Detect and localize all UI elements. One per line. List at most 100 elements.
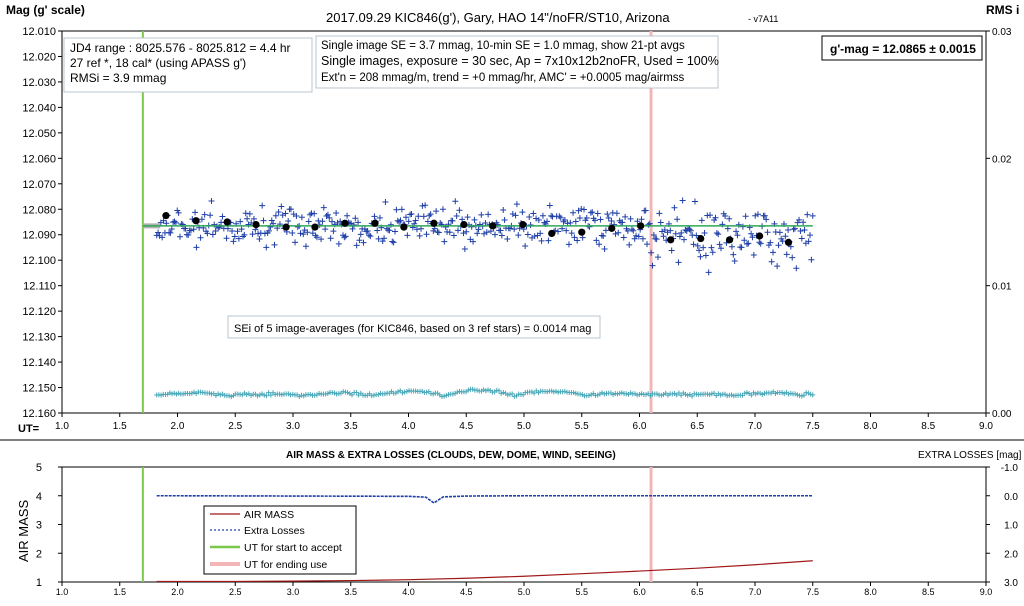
single-image-point — [754, 211, 761, 218]
single-image-point — [708, 244, 715, 251]
rms-point — [268, 392, 274, 398]
single-image-point — [175, 209, 182, 216]
rms-point — [257, 392, 263, 398]
single-image-point — [302, 243, 309, 250]
average-point — [697, 234, 705, 243]
average-point — [637, 222, 645, 230]
rms-point — [612, 391, 618, 397]
single-image-point — [450, 232, 457, 239]
single-image-point — [224, 225, 231, 232]
single-image-point — [498, 232, 505, 239]
single-image-point — [696, 247, 703, 254]
rms-point — [244, 391, 250, 397]
single-image-point — [423, 231, 430, 238]
single-image-point — [204, 230, 211, 237]
single-image-point — [386, 227, 393, 234]
rms-point — [531, 390, 537, 396]
single-image-point — [318, 236, 325, 243]
rms-point — [382, 391, 388, 397]
bottom-y2-tick-label: 1.0 — [1004, 521, 1018, 532]
rms-point — [496, 388, 502, 394]
bottom-x-tick-label: 2.0 — [171, 587, 184, 597]
rms-point — [450, 391, 456, 397]
rms-point — [792, 391, 798, 397]
single-image-point — [601, 245, 608, 252]
single-image-point — [230, 238, 237, 245]
single-image-point — [544, 218, 551, 225]
single-image-point — [722, 212, 729, 219]
y-tick-label: 12.030 — [22, 77, 56, 89]
single-image-point — [292, 239, 299, 246]
single-image-point — [783, 251, 790, 258]
single-image-point — [519, 209, 526, 216]
single-image-point — [700, 244, 707, 251]
rms-point — [180, 391, 186, 397]
single-image-point — [244, 215, 251, 222]
rms-point — [729, 392, 735, 398]
single-image-point — [768, 258, 775, 265]
single-image-point — [375, 235, 382, 242]
bottom-y-label: AIR MASS — [16, 500, 31, 562]
single-image-point — [287, 206, 294, 213]
single-image-point — [546, 202, 553, 209]
single-image-point — [357, 231, 364, 238]
single-image-point — [435, 229, 442, 236]
single-image-point — [586, 223, 593, 230]
x-tick-label: 3.0 — [286, 421, 300, 432]
single-image-point — [639, 235, 646, 242]
y-axis-label: Mag (g' scale) — [6, 3, 85, 17]
x-axis-label: UT= — [18, 423, 39, 435]
single-image-point — [522, 243, 529, 250]
bottom-plot-frame — [61, 466, 987, 583]
single-image-point — [207, 212, 214, 219]
rms-point — [676, 390, 682, 396]
rms-point — [176, 390, 182, 396]
rms-point — [579, 392, 585, 398]
rms-point — [744, 390, 750, 396]
single-image-point — [422, 202, 429, 209]
y-tick-label: 12.150 — [22, 383, 56, 395]
rms-point — [263, 393, 269, 399]
rms-point — [628, 390, 634, 396]
rms-point — [707, 392, 713, 398]
single-image-point — [379, 238, 386, 245]
result-box: g'-mag = 12.0865 ± 0.0015 — [821, 35, 983, 61]
single-image-point — [242, 210, 249, 217]
bottom-plot-area: 5 4 3 2 1 -1.0 0.0 1.0 2.0 3.0 1.0 1.5 2.0 2.5 3.0 3.5 4… — [36, 462, 1019, 597]
single-image-point — [679, 197, 686, 204]
single-image-point — [289, 229, 296, 236]
single-image-point — [511, 226, 518, 233]
single-image-point — [798, 235, 805, 242]
single-image-point — [654, 254, 661, 261]
single-image-point — [241, 231, 248, 238]
single-image-point — [548, 212, 555, 219]
single-image-point — [293, 213, 300, 220]
single-image-point — [459, 216, 466, 223]
single-image-point — [649, 262, 656, 269]
single-image-point — [453, 213, 460, 220]
x-tick-label: 7.0 — [748, 421, 762, 432]
rms-point — [454, 389, 460, 395]
single-image-point — [324, 211, 331, 218]
single-image-point — [676, 233, 683, 240]
rms-point — [553, 388, 559, 394]
single-image-point — [404, 232, 411, 239]
average-point — [371, 219, 379, 227]
single-image-point — [545, 237, 552, 244]
rms-point — [255, 393, 261, 399]
x-tick-label: 1.5 — [113, 421, 127, 432]
single-image-point — [197, 234, 204, 241]
rms-point — [217, 392, 223, 398]
rms-point — [301, 393, 307, 399]
single-image-point — [605, 214, 612, 221]
rms-point — [441, 393, 447, 399]
rms-point — [505, 392, 511, 398]
rms-point — [277, 391, 283, 397]
single-image-point — [660, 233, 667, 240]
single-image-point — [691, 198, 698, 205]
single-image-point — [535, 217, 542, 224]
rms-point — [169, 391, 175, 397]
rms-point — [206, 390, 212, 396]
rms-point — [711, 390, 717, 396]
single-image-point — [776, 229, 783, 236]
